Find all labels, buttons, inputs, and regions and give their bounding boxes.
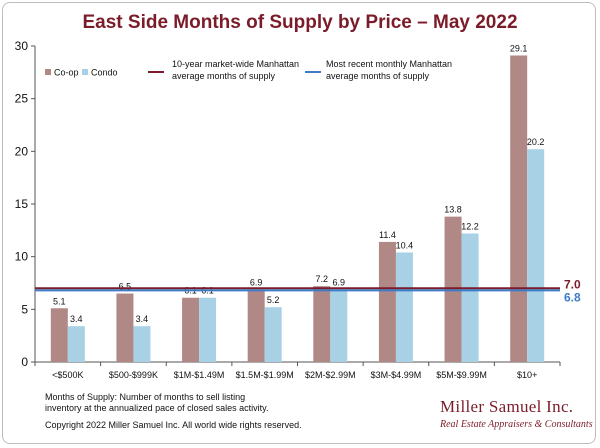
x-tick-label: $2M-$2.99M	[305, 370, 356, 380]
legend-swatch	[82, 69, 88, 75]
bar-condo	[527, 149, 545, 362]
legend-label: average months of supply	[326, 71, 430, 81]
data-label: 20.2	[527, 137, 545, 147]
copyright-text: Copyright 2022 Miller Samuel Inc. All wo…	[45, 420, 302, 430]
x-tick-label: <$500K	[52, 370, 83, 380]
bar-condo	[461, 233, 479, 362]
x-tick-label: $3M-$4.99M	[371, 370, 422, 380]
legend-swatch	[45, 69, 51, 75]
bar-co-op	[50, 308, 68, 362]
bar-condo	[133, 326, 151, 362]
data-label: 3.4	[70, 314, 83, 324]
legend-label: 10-year market-wide Manhattan	[172, 59, 299, 69]
data-label: 5.1	[53, 296, 66, 306]
bar-co-op	[116, 293, 134, 362]
bar-condo	[67, 326, 85, 362]
data-label: 6.5	[119, 282, 132, 292]
data-label: 6.9	[333, 277, 346, 287]
bar-co-op	[182, 297, 200, 362]
bar-condo	[330, 289, 348, 362]
logo-company-name: Miller Samuel Inc.	[440, 397, 574, 416]
y-tick-label: 30	[15, 39, 29, 53]
x-tick-label: $5M-$9.99M	[436, 370, 487, 380]
reference-line-value-label: 7.0	[564, 277, 581, 291]
data-label: 12.2	[461, 221, 479, 231]
bar-co-op	[247, 289, 265, 362]
legend-label: Condo	[91, 68, 118, 78]
data-label: 6.9	[250, 277, 263, 287]
legend-label: Co-op	[54, 68, 79, 78]
y-tick-label: 20	[15, 144, 29, 158]
bar-co-op	[510, 55, 528, 362]
footnote-line-2: inventory at the annualized pace of clos…	[45, 403, 269, 413]
data-label: 3.4	[136, 314, 149, 324]
data-label: 29.1	[510, 43, 528, 53]
x-tick-label: $1M-$1.49M	[174, 370, 225, 380]
data-label: 13.8	[444, 205, 462, 215]
chart-title: East Side Months of Supply by Price – Ma…	[82, 12, 518, 33]
x-tick-label: $500-$999K	[109, 370, 158, 380]
x-tick-label: $10+	[517, 370, 537, 380]
bar-condo	[199, 297, 217, 362]
bar-condo	[395, 252, 413, 362]
logo-tagline: Real Estate Appraisers & Consultants	[440, 419, 593, 430]
data-label: 10.4	[396, 240, 414, 250]
x-tick-label: $1.5M-$1.99M	[236, 370, 294, 380]
y-tick-label: 25	[15, 92, 29, 106]
y-tick-label: 0	[21, 355, 28, 369]
reference-line-value-label: 6.8	[564, 290, 581, 304]
y-tick-label: 10	[15, 250, 29, 264]
bar-co-op	[313, 286, 331, 362]
data-label: 7.2	[316, 274, 329, 284]
y-tick-label: 15	[15, 197, 29, 211]
data-label: 5.2	[267, 295, 280, 305]
data-label: 11.4	[379, 230, 396, 240]
bar-co-op	[444, 216, 462, 362]
footnote-line-1: Months of Supply: Number of months to se…	[45, 392, 246, 402]
legend-label: average months of supply	[172, 71, 276, 81]
bar-co-op	[378, 241, 396, 362]
bar-condo	[264, 307, 282, 362]
y-tick-label: 5	[21, 302, 28, 316]
legend-label: Most recent monthly Manhattan	[326, 59, 452, 69]
chart-frame	[2, 2, 596, 444]
